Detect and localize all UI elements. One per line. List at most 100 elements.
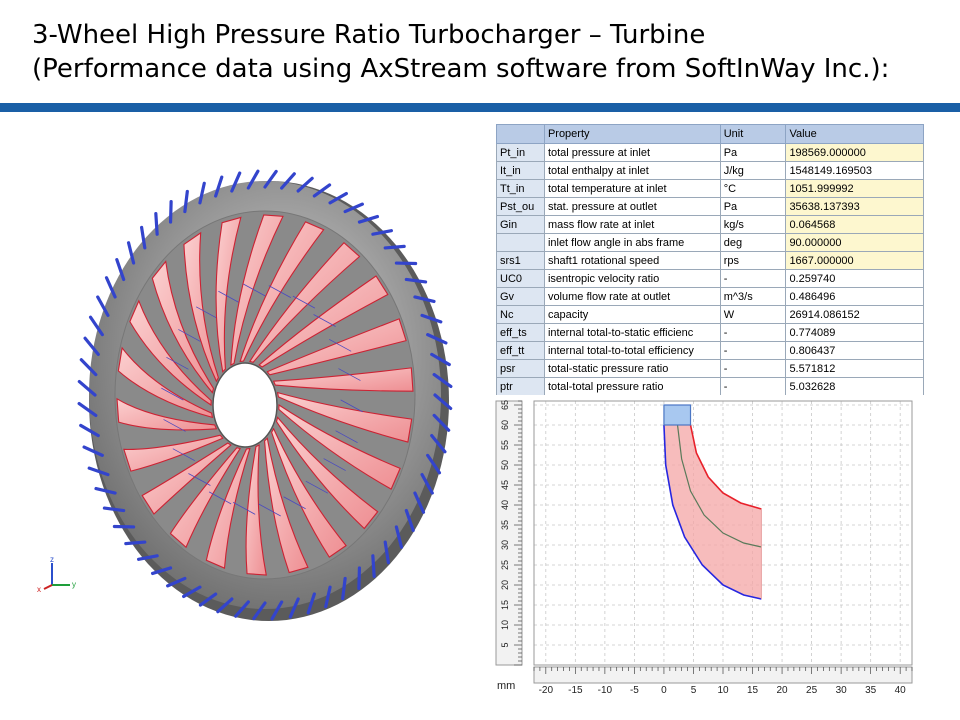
shroud-tooth [154,212,159,236]
y-tick-label: 40 [500,500,510,510]
shroud-tooth [270,600,284,621]
value-cell[interactable]: 1667.000000 [785,251,924,270]
shroud-tooth [371,229,394,236]
shroud-tooth [183,189,189,214]
table-row[interactable]: ptr total-total pressure ratio -5.032628 [496,377,924,396]
value-cell[interactable]: 0.064568 [785,215,924,234]
table-row[interactable]: eff_tt internal total-to-total efficiency… [496,341,924,360]
value-cell[interactable]: 0.774089 [785,323,924,342]
property-name-cell: total temperature at inlet [543,179,721,198]
row-id-cell: Pt_in [496,143,545,162]
table-row[interactable]: srs1 shaft1 rotational speed rps 1667.00000… [496,251,924,270]
property-name-cell: inlet flow angle in abs frame [543,233,721,252]
shroud-tooth [102,506,126,513]
blade-section-line [188,473,211,486]
plot-frame [533,400,913,666]
shroud-tooth [115,258,126,282]
table-row[interactable]: Gin mass flow rate at inlet kg/s 0.064568 [496,215,924,234]
property-name-cell: total pressure at inlet [543,143,721,162]
x-tick-label: 0 [661,685,667,695]
unit-cell: - [719,341,787,360]
column-header-id[interactable] [496,124,545,144]
shroud-tooth [252,601,267,621]
title-underline-bar [0,103,960,112]
unit-cell: - [719,323,787,342]
shroud-tooth [82,445,104,457]
x-tick-label: 10 [717,685,729,695]
shroud-tooth [357,566,362,590]
shroud-tooth [124,540,147,546]
y-tick-label: 45 [500,480,510,490]
meridional-flow-path-plot[interactable]: 5 10 15 20 25 30 35 40 45 50 55 60 65 -20 -15 -10 -5 0 5 10… [494,395,924,696]
performance-property-table[interactable]: Property Unit Value Pt_in total pressure … [496,124,924,396]
shroud-tooth [280,172,296,190]
x-tick-label: -5 [630,685,639,695]
value-cell[interactable]: 5.032628 [785,377,924,396]
column-header-value[interactable]: Value [785,124,924,144]
property-name-cell: shaft1 rotational speed [543,251,721,270]
column-header-unit[interactable]: Unit [719,124,787,144]
blade-section-line [172,448,196,462]
row-id-cell: psr [496,359,545,378]
blade-section-line [243,283,266,297]
blade-section-line [313,314,336,327]
table-row[interactable]: Pt_in total pressure at inlet Pa 198569.000… [496,143,924,162]
table-row[interactable]: inlet flow angle in abs frame deg 90.00000… [496,233,924,252]
shroud-tooth [383,540,390,565]
blade-section-line [338,368,361,381]
value-cell[interactable]: 0.806437 [785,341,924,360]
blade-section-line [323,458,346,471]
y-tick-label: 25 [500,560,510,570]
table-row[interactable]: Gv volume flow rate at outlet m^3/s 0.48649… [496,287,924,306]
y-tick-label: 50 [500,460,510,470]
column-header-property[interactable]: Property [543,124,721,144]
row-id-cell: Gin [496,215,545,234]
blade-section-line [218,290,241,304]
shroud-tooth [383,244,406,250]
value-cell[interactable]: 35638.137393 [785,197,924,216]
unit-cell: kg/s [719,215,787,234]
y-tick-label: 55 [500,440,510,450]
blade-section-line [328,338,352,352]
table-row[interactable]: Tt_in total temperature at inlet °C 1051.99… [496,179,924,198]
shroud-tooth [214,175,224,198]
shroud-tooth [430,352,451,367]
x-tick-label: 35 [865,685,877,695]
table-row[interactable]: UC0 isentropic velocity ratio -0.259740 [496,269,924,288]
value-cell[interactable]: 26914.086152 [785,305,924,324]
turbine-wheel-3d-view[interactable] [60,120,480,680]
shroud-tooth [426,333,448,345]
shroud-tooth [140,225,147,250]
x-tick-label: -15 [568,685,583,695]
value-cell[interactable]: 5.571812 [785,359,924,378]
y-tick-label: 20 [500,580,510,590]
z-axis-label: z [50,555,54,564]
inlet-volute-box[interactable] [663,404,692,426]
value-cell[interactable]: 198569.000000 [785,143,924,162]
table-row[interactable]: It_in total enthalpy at inlet J/kg 1548149.… [496,161,924,180]
table-row[interactable]: Pst_ou stat. pressure at outlet Pa 35638.13… [496,197,924,216]
row-id-cell: Tt_in [496,179,545,198]
table-row[interactable]: Nc capacity W 26914.086152 [496,305,924,324]
turbine-blade [116,397,218,431]
table-row[interactable]: psr total-static pressure ratio -5.571812 [496,359,924,378]
x-tick-label: 30 [836,685,848,695]
value-cell[interactable]: 90.000000 [785,233,924,252]
slide-title: 3-Wheel High Pressure Ratio Turbocharger… [32,18,952,86]
table-header-row: Property Unit Value [496,124,924,144]
blade-section-line [208,491,232,505]
unit-cell: deg [719,233,787,252]
value-cell[interactable]: 0.259740 [785,269,924,288]
y-tick-label: 60 [500,420,510,430]
turbine-blade [169,447,242,549]
shroud-tooth [413,295,436,304]
blade-section-line [166,356,189,370]
property-name-cell: isentropic velocity ratio [543,269,721,288]
unit-cell: W [719,305,787,324]
shroud-tooth [432,413,451,432]
value-cell[interactable]: 1548149.169503 [785,161,924,180]
value-cell[interactable]: 0.486496 [785,287,924,306]
shroud-tooth [79,423,100,438]
value-cell[interactable]: 1051.999992 [785,179,924,198]
table-row[interactable]: eff_ts internal total-to-static efficienc… [496,323,924,342]
